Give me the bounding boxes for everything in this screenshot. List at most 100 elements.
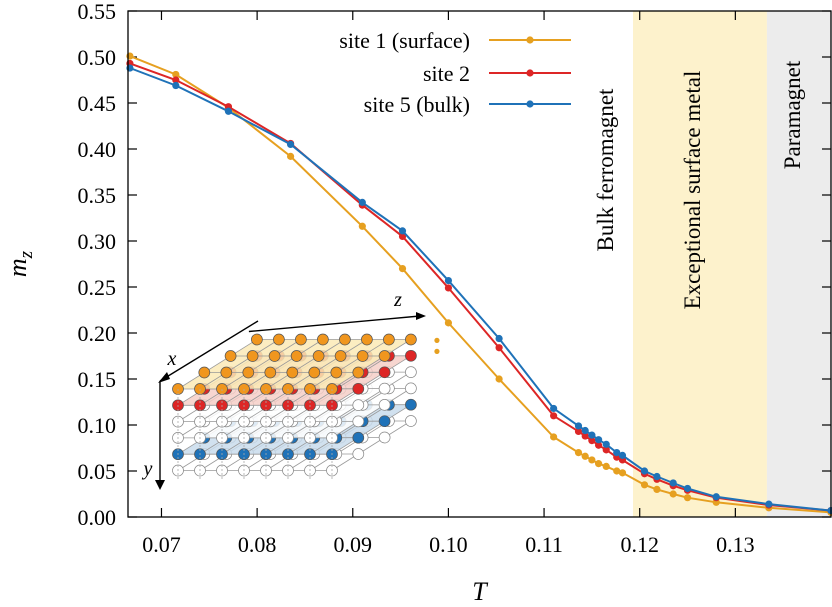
lattice-site-2-2-7 bbox=[378, 382, 391, 395]
series-1-point-12 bbox=[594, 460, 603, 468]
lattice-site-3-2-7 bbox=[378, 399, 391, 411]
lattice-inset: x y z bbox=[142, 289, 426, 490]
y-tick-label-10: 0.50 bbox=[78, 45, 117, 70]
lattice-col-3-6 bbox=[309, 388, 390, 439]
region-labels: Bulk ferromagnet Exceptional surface meta… bbox=[593, 60, 805, 309]
lattice-col-0-0 bbox=[177, 339, 258, 390]
y-tick-label-9: 0.45 bbox=[78, 91, 117, 116]
lattice-col-3-7 bbox=[331, 388, 412, 439]
lattice-site-0-2-6 bbox=[356, 350, 369, 362]
inset-z-label: z bbox=[393, 289, 402, 311]
series-1-point-11 bbox=[588, 456, 596, 464]
lattice-site-0-3-3 bbox=[317, 333, 329, 346]
lattice-site-0-1-0 bbox=[198, 366, 211, 379]
series-3-point-1 bbox=[172, 81, 180, 90]
series-1-point-4 bbox=[358, 222, 366, 230]
series-3-point-10 bbox=[581, 426, 589, 435]
series-2-point-11 bbox=[588, 437, 596, 445]
y-tick-label-11: 0.55 bbox=[78, 0, 117, 24]
lattice-col-2-6 bbox=[309, 371, 390, 422]
series-3-point-4 bbox=[358, 198, 366, 206]
series-3-point-20 bbox=[712, 493, 720, 501]
lattice-site-0-3-0 bbox=[251, 333, 263, 346]
legend-marker-2 bbox=[526, 69, 534, 77]
region-label-2: Exceptional surface metal bbox=[680, 71, 705, 310]
lattice-site-4-3-7 bbox=[405, 398, 417, 411]
y-axis-title-main: m bbox=[3, 258, 32, 277]
series-1-point-17 bbox=[653, 485, 661, 493]
lattice-site-4-1-7 bbox=[352, 431, 365, 444]
y-tick-label-2: 0.10 bbox=[78, 413, 117, 438]
y-axis-title: mz bbox=[3, 250, 37, 277]
series-1-point-8 bbox=[550, 433, 558, 441]
lattice-site-4-2-7 bbox=[378, 415, 391, 428]
series-1-point-14 bbox=[613, 467, 621, 475]
lattice-col-0-1 bbox=[199, 339, 280, 390]
y-tick-label-3: 0.15 bbox=[78, 367, 117, 392]
lattice-col-4-6 bbox=[309, 404, 390, 455]
y-tick-label-5: 0.25 bbox=[78, 275, 117, 300]
stray-point-0 bbox=[434, 348, 440, 354]
lattice-site-5-1-7 bbox=[352, 448, 365, 460]
lattice-site-0-3-1 bbox=[273, 333, 285, 346]
lattice-site-0-3-5 bbox=[361, 333, 373, 346]
x-tick-label-3: 0.10 bbox=[429, 532, 468, 557]
lattice-site-0-1-4 bbox=[286, 366, 299, 379]
lattice-site-1-3-7 bbox=[405, 349, 417, 362]
series-1-point-19 bbox=[683, 494, 692, 502]
inset-y-label: y bbox=[142, 458, 153, 480]
series-3-point-5 bbox=[398, 227, 407, 235]
region-2 bbox=[633, 11, 767, 517]
series-2-point-1 bbox=[172, 76, 180, 84]
lattice-site-1-1-7 bbox=[352, 382, 365, 395]
lattice-site-3-1-7 bbox=[352, 415, 365, 428]
lattice-col-5-6 bbox=[309, 420, 390, 471]
lattice-site-5-3-7 bbox=[405, 415, 417, 427]
legend-marker-1 bbox=[526, 36, 534, 44]
lattice-site-0-2-1 bbox=[246, 350, 259, 362]
series-1-point-6 bbox=[444, 319, 453, 327]
x-tick-label-4: 0.11 bbox=[525, 532, 563, 557]
lattice-site-2-1-7 bbox=[352, 399, 365, 411]
series-1-point-16 bbox=[640, 481, 649, 489]
series-3-point-21 bbox=[765, 500, 773, 508]
legend-marker-3 bbox=[526, 100, 534, 108]
y-axis-title-subscript: z bbox=[16, 250, 37, 259]
series-2-point-13 bbox=[602, 446, 610, 454]
series-3-point-3 bbox=[286, 140, 295, 148]
lattice-site-0-3-4 bbox=[339, 333, 351, 346]
x-axis-title: T bbox=[472, 577, 488, 606]
series-1-point-15 bbox=[618, 469, 627, 477]
series-3-point-6 bbox=[444, 276, 453, 285]
lattice-site-5-2-7 bbox=[378, 431, 391, 444]
lattice-site-3-3-7 bbox=[405, 382, 417, 395]
lattice-col-4-7 bbox=[331, 404, 412, 455]
y-tick-label-1: 0.05 bbox=[78, 459, 117, 484]
series-3-point-16 bbox=[640, 467, 649, 475]
y-tick-label-7: 0.35 bbox=[78, 183, 117, 208]
lattice-col-0-6 bbox=[309, 339, 390, 390]
series-1-point-10 bbox=[581, 452, 589, 460]
series-2-point-7 bbox=[495, 344, 503, 352]
axis-ticks bbox=[128, 10, 831, 518]
y-tick-label-4: 0.20 bbox=[78, 321, 117, 346]
legend-label-3: site 5 (bulk) bbox=[364, 92, 470, 117]
lattice-site-2-3-7 bbox=[405, 366, 417, 378]
series-1-point-13 bbox=[602, 462, 610, 470]
y-tick-label-8: 0.40 bbox=[78, 137, 117, 162]
inset-x-label: x bbox=[167, 348, 177, 370]
series-3-point-9 bbox=[574, 422, 583, 430]
lattice-col-0-7 bbox=[331, 339, 412, 390]
y-tick-label-6: 0.30 bbox=[78, 229, 117, 254]
series-1-point-3 bbox=[286, 152, 295, 160]
series-3-point-19 bbox=[683, 484, 692, 493]
series-3-point-14 bbox=[613, 449, 621, 457]
series-group bbox=[126, 52, 832, 516]
lattice-site-0-2-0 bbox=[224, 350, 237, 362]
series-1-point-18 bbox=[669, 490, 677, 498]
lattice-site-0-1-6 bbox=[330, 366, 343, 379]
lattice-site-1-2-7 bbox=[378, 366, 391, 379]
inset-x-arrow bbox=[158, 372, 170, 383]
series-2-point-6 bbox=[444, 284, 453, 292]
